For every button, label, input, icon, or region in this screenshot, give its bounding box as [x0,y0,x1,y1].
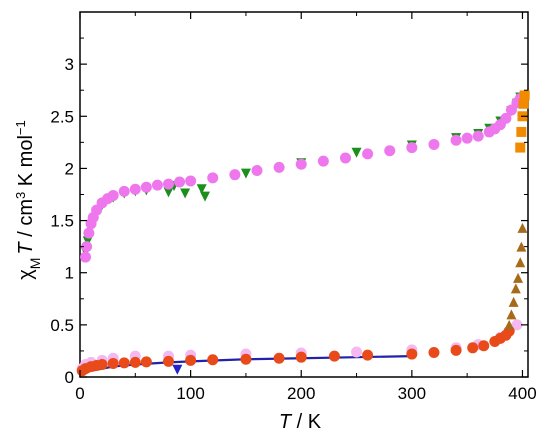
data-point [273,352,285,364]
data-point [199,191,210,202]
data-point [185,354,197,366]
data-point [180,188,191,199]
data-point [162,178,174,190]
data-point [107,190,119,202]
data-point [517,222,528,233]
data-point [384,145,396,157]
data-point [83,227,95,239]
data-point [251,165,263,177]
data-point [140,181,152,193]
data-point [516,126,527,137]
series-4 [172,364,183,375]
data-point [207,172,219,184]
data-point [351,346,363,358]
data-point [450,344,462,356]
x-tick-label: 100 [176,384,204,403]
data-point [428,346,440,358]
data-point [81,241,93,253]
data-point [467,342,479,354]
data-point [513,272,524,283]
data-point [518,98,529,109]
data-point [140,356,152,368]
data-point [185,175,197,187]
x-tick-label: 200 [287,384,315,403]
x-tick-label: 300 [398,384,426,403]
data-point [240,168,251,179]
data-point [506,309,517,320]
data-point [472,130,484,142]
data-point [428,138,440,150]
data-point [129,183,141,195]
data-point [339,152,351,164]
data-point [96,358,108,370]
data-point [351,147,362,158]
data-point [500,112,512,124]
series-1 [80,93,526,263]
data-marks [76,90,530,377]
plot-frame [79,11,529,378]
data-point [172,364,183,375]
data-point [174,176,186,188]
data-point [80,251,92,263]
data-point [362,148,374,160]
data-point [295,351,307,363]
data-point [515,142,526,153]
series-7 [504,222,528,330]
data-point [162,355,174,367]
axis-ticks: 0 100 200 300 400 0 0.5 1 1.5 2 2.5 3 [50,12,537,403]
series-0 [80,92,526,257]
data-point [273,161,285,173]
data-point [317,155,329,167]
data-point [516,241,527,252]
data-point [118,357,130,369]
data-point [510,283,521,294]
data-point [196,184,207,195]
y-tick-label: 3 [65,55,74,74]
data-point [129,356,141,368]
data-point [504,319,515,330]
data-point [519,90,530,101]
data-point [240,353,252,365]
data-point [163,187,174,198]
data-point [107,357,119,369]
x-axis-title: T / K [279,411,322,433]
data-point [151,179,163,191]
data-point [406,142,418,154]
data-point [461,132,473,144]
data-point [328,350,340,362]
data-point [229,169,241,181]
data-point [515,257,526,268]
y-tick-label: 0.5 [50,316,74,335]
data-point [295,158,307,170]
data-point [508,296,519,307]
data-point [207,354,219,366]
y-tick-label: 1.5 [50,212,74,231]
y-tick-label: 2 [65,159,74,178]
y-axis-title: χMT / cm3 K mol−1 [13,120,44,279]
series-6 [76,325,515,377]
y-tick-label: 0 [65,368,74,387]
x-tick-label: 0 [75,384,84,403]
data-point [478,340,490,352]
data-point [511,319,523,331]
data-point [450,134,462,146]
data-point [118,185,130,197]
y-tick-label: 1 [65,264,74,283]
x-tick-label: 400 [508,384,536,403]
data-point [362,349,374,361]
data-point [406,348,418,360]
y-tick-label: 2.5 [50,107,74,126]
